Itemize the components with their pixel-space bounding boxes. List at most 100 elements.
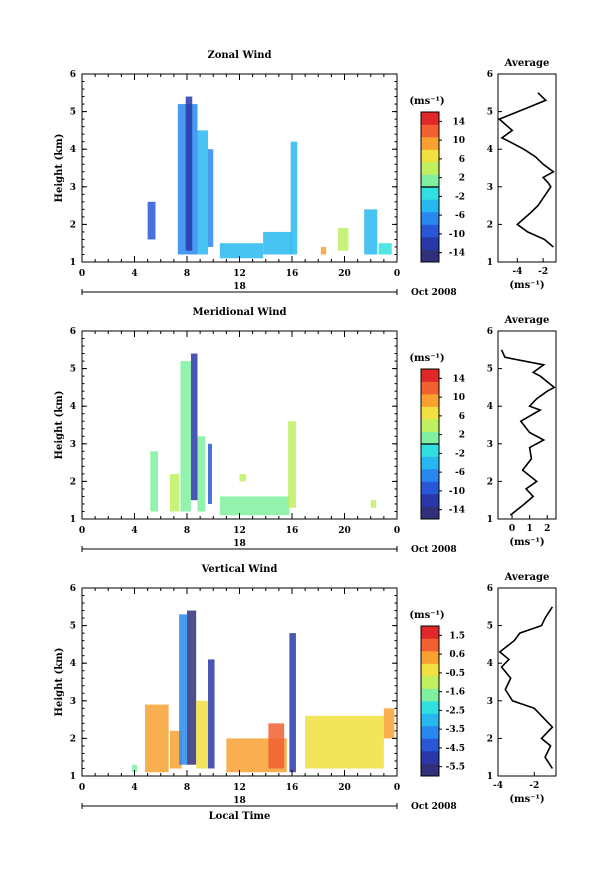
data-patch-8 xyxy=(239,473,247,482)
colorbar-swatch-9 xyxy=(421,406,439,420)
colorbar-swatch-5 xyxy=(421,456,439,470)
colorbar-swatch-8 xyxy=(421,419,439,432)
month-label: Oct 2008 xyxy=(411,288,457,298)
profile-frame xyxy=(497,73,557,263)
profile-x-axis-label: (ms⁻¹) xyxy=(509,537,544,548)
colorbar-swatch-12 xyxy=(421,626,439,639)
profile-y-tick-label: 1 xyxy=(487,258,493,268)
colorbar-tick-label: 2 xyxy=(459,174,465,184)
y-tick-label: 1 xyxy=(70,515,76,525)
data-patch-12 xyxy=(383,708,395,739)
colorbar-tick-label: -10 xyxy=(449,487,465,497)
y-tick-label: 2 xyxy=(70,734,76,744)
data-patch-7 xyxy=(219,496,290,516)
x-tick-label: 8 xyxy=(184,783,190,793)
y-tick-label: 3 xyxy=(70,183,76,193)
colorbar-swatch-9 xyxy=(421,663,439,677)
colorbar-swatch-1 xyxy=(421,506,439,520)
data-patch-5 xyxy=(187,610,197,765)
data-patch-9 xyxy=(320,246,327,255)
y-tick-label: 3 xyxy=(70,697,76,707)
data-patch-10 xyxy=(289,633,296,773)
colorbar-tick-label: -6 xyxy=(455,211,465,221)
x-tick-label: 4 xyxy=(131,526,137,536)
panel-title: Meridional Wind xyxy=(192,307,286,318)
date-label: 18 xyxy=(233,539,246,549)
panel-title: Zonal Wind xyxy=(207,50,271,61)
profile-title: Average xyxy=(504,58,550,69)
y-tick-label: 1 xyxy=(70,772,76,782)
y-tick-label: 2 xyxy=(70,220,76,230)
data-patch-3 xyxy=(180,361,191,512)
x-tick-label: 0 xyxy=(79,269,85,279)
profile-x-axis-label: (ms⁻¹) xyxy=(509,280,544,291)
profile-title: Average xyxy=(504,315,550,326)
x-tick-label: 12 xyxy=(233,783,246,793)
x-axis-label: Local Time xyxy=(209,811,271,822)
colorbar-unit: (ms⁻¹) xyxy=(409,96,444,107)
y-axis-label: Height (km) xyxy=(54,391,65,460)
data-patch-9 xyxy=(288,421,296,508)
x-tick-label: 4 xyxy=(131,269,137,279)
colorbar-swatch-7 xyxy=(421,174,439,188)
date-label: 18 xyxy=(233,796,246,806)
profile-line xyxy=(497,92,555,248)
colorbar-swatch-2 xyxy=(421,237,439,250)
x-tick-label: 8 xyxy=(184,269,190,279)
colorbar-tick-label: -2 xyxy=(455,449,465,459)
colorbar-swatch-6 xyxy=(421,444,439,457)
colorbar-tick-label: 10 xyxy=(452,393,465,403)
x-tick-label: 0 xyxy=(394,526,400,536)
data-patch-4 xyxy=(190,353,198,501)
colorbar-swatch-8 xyxy=(421,676,439,689)
x-tick-label: 20 xyxy=(338,269,351,279)
colorbar-swatch-3 xyxy=(421,224,439,238)
profile-x-tick-label: -2 xyxy=(538,267,548,277)
colorbar-swatch-11 xyxy=(421,124,439,138)
profile-x-tick-label: 0 xyxy=(509,524,515,534)
profile-x-tick-label: 2 xyxy=(544,524,550,534)
data-patch-2 xyxy=(145,704,169,773)
panel-title: Vertical Wind xyxy=(201,564,278,575)
colorbar-swatch-12 xyxy=(421,112,439,125)
month-label: Oct 2008 xyxy=(411,545,457,555)
colorbar-swatch-3 xyxy=(421,738,439,752)
colorbar-tick-label: 14 xyxy=(452,374,465,384)
y-tick-label: 4 xyxy=(70,145,76,155)
data-patch-4 xyxy=(197,130,208,255)
y-tick-label: 3 xyxy=(70,440,76,450)
y-tick-label: 2 xyxy=(70,477,76,487)
profile-y-tick-label: 1 xyxy=(487,515,493,525)
data-patch-8 xyxy=(290,141,298,255)
y-tick-label: 4 xyxy=(70,402,76,412)
colorbar-swatch-5 xyxy=(421,199,439,213)
colorbar-swatch-5 xyxy=(421,713,439,727)
colorbar-tick-label: -1.6 xyxy=(446,688,465,698)
y-axis-label: Height (km) xyxy=(54,648,65,717)
profile-y-tick-label: 6 xyxy=(487,70,493,80)
profile-y-tick-label: 5 xyxy=(487,365,493,375)
plot-frame xyxy=(81,73,398,263)
colorbar-tick-label: -5.5 xyxy=(446,763,465,773)
colorbar-unit: (ms⁻¹) xyxy=(409,610,444,621)
profile-frame xyxy=(497,330,557,520)
profile-x-tick-label: 1 xyxy=(527,524,533,534)
colorbar-swatch-10 xyxy=(421,394,439,407)
colorbar-tick-label: -10 xyxy=(449,230,465,240)
profile-x-tick-label: -2 xyxy=(529,781,539,791)
y-tick-label: 5 xyxy=(70,108,76,118)
x-tick-label: 0 xyxy=(394,783,400,793)
y-axis-label: Height (km) xyxy=(54,134,65,203)
data-patch-6 xyxy=(196,700,208,769)
profile-y-tick-label: 3 xyxy=(487,440,493,450)
profile-y-tick-label: 5 xyxy=(487,622,493,632)
y-tick-label: 6 xyxy=(70,327,76,337)
x-tick-label: 0 xyxy=(394,269,400,279)
y-tick-label: 1 xyxy=(70,258,76,268)
profile-y-tick-label: 4 xyxy=(487,145,493,155)
profile-y-tick-label: 6 xyxy=(487,327,493,337)
profile-y-tick-label: 3 xyxy=(487,183,493,193)
colorbar-swatch-9 xyxy=(421,149,439,163)
profile-y-tick-label: 6 xyxy=(487,584,493,594)
